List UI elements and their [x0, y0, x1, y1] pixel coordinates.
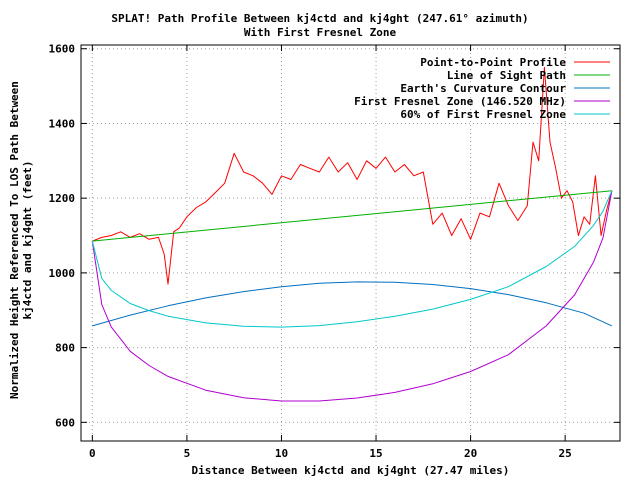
legend-label: Earth's Curvature Contour [400, 82, 566, 95]
plot-frame [80, 44, 621, 442]
y-tick-label: 1400 [49, 117, 76, 130]
y-tick-label: 1600 [49, 43, 76, 56]
y-axis-label: Normalized Height Referenced To LOS Path… [8, 60, 34, 420]
legend-label: Point-to-Point Profile [420, 56, 566, 69]
x-tick-label: 20 [464, 447, 477, 460]
chart-subtitle: With First Fresnel Zone [243, 26, 397, 39]
legend-label: Line of Sight Path [447, 69, 566, 82]
legend-label: First Fresnel Zone (146.520 MHz) [354, 95, 566, 108]
series-line-60-of-first-fresnel-zone [91, 190, 613, 328]
x-tick-label: 5 [184, 447, 191, 460]
series-lines [91, 66, 613, 402]
series-line-first-fresnel-zone-146-520-mhz [91, 190, 613, 402]
x-tick-label: 10 [275, 447, 288, 460]
y-axis-label-line-1: Normalized Height Referenced To LOS Path… [8, 81, 21, 399]
y-axis-label-line-2: kj4ctd and kj4ght (feet) [21, 160, 34, 320]
x-tick-label: 0 [89, 447, 96, 460]
legend-label: 60% of First Fresnel Zone [400, 108, 566, 121]
y-tick-label: 600 [55, 416, 75, 429]
series-line-line-of-sight-path [92, 190, 612, 242]
series-line-earth-s-curvature-contour [92, 281, 613, 327]
axis-ticks: 0 5 10 15 20 25 600 800 1000 1200 1400 1600 [49, 43, 620, 460]
x-axis-label: Distance Between kj4ctd and kj4ght (27.4… [191, 464, 510, 477]
chart-title: SPLAT! Path Profile Between kj4ctd and k… [111, 12, 529, 25]
y-tick-label: 1200 [49, 192, 76, 205]
y-tick-label: 1000 [49, 267, 76, 280]
x-tick-label: 25 [559, 447, 572, 460]
y-tick-label: 800 [55, 342, 75, 355]
x-tick-label: 15 [369, 447, 382, 460]
series-line-point-to-point-profile [92, 66, 613, 285]
